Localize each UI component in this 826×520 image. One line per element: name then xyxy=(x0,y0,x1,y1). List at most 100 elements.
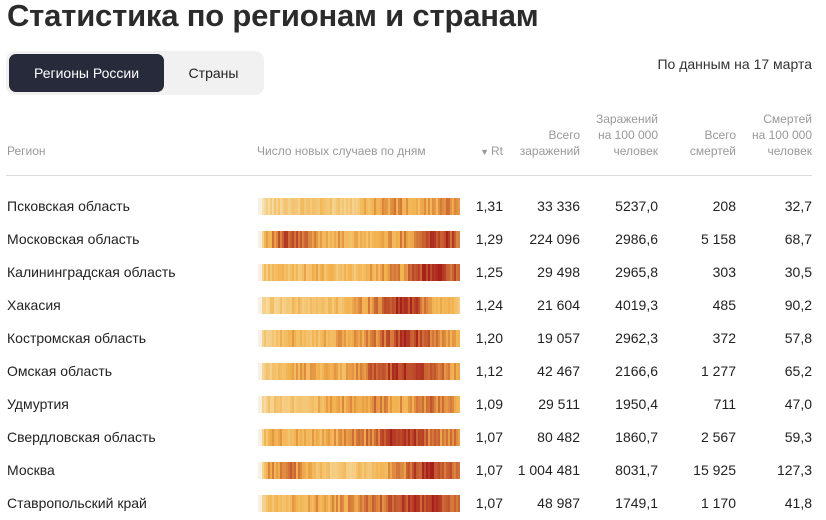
heat-cell xyxy=(398,363,401,380)
heat-cell xyxy=(266,198,269,215)
column-header-region[interactable]: Регион xyxy=(7,144,46,158)
heat-cell xyxy=(314,429,317,446)
heat-cell xyxy=(446,495,449,512)
heat-cell xyxy=(456,363,459,380)
heat-cell xyxy=(398,396,401,413)
heat-cell xyxy=(320,495,323,512)
heat-cell xyxy=(286,363,289,380)
heat-cell xyxy=(324,462,327,479)
table-row[interactable]: Московская область 1,29 224 096 2986,6 5… xyxy=(0,223,826,256)
table-row[interactable]: Свердловская область 1,07 80 482 1860,7 … xyxy=(0,421,826,454)
heat-cell xyxy=(338,264,341,281)
heat-cell xyxy=(272,297,275,314)
heat-cell xyxy=(426,495,429,512)
heat-cell xyxy=(292,330,295,347)
table-row[interactable]: Костромская область 1,20 19 057 2962,3 3… xyxy=(0,322,826,355)
heat-cell xyxy=(442,429,445,446)
heat-cell xyxy=(276,264,279,281)
column-header-deaths-per-100k[interactable]: Смертей на 100 000 человек xyxy=(752,111,812,159)
heat-cell xyxy=(436,297,439,314)
heat-cell xyxy=(304,495,307,512)
heat-cell xyxy=(356,297,359,314)
heat-cell xyxy=(382,429,385,446)
heat-cell xyxy=(358,330,361,347)
heat-cell xyxy=(262,198,265,215)
heat-cell xyxy=(284,297,287,314)
heat-cell xyxy=(382,231,385,248)
heat-cell xyxy=(428,264,431,281)
heat-cell xyxy=(364,363,367,380)
heat-cell xyxy=(428,231,431,248)
heat-cell xyxy=(266,462,269,479)
heat-cell xyxy=(350,330,353,347)
heat-cell xyxy=(390,297,393,314)
heat-cell xyxy=(378,330,381,347)
column-header-total-deaths[interactable]: Всего смертей xyxy=(690,127,736,159)
heat-cell xyxy=(318,198,321,215)
tab-countries[interactable]: Страны xyxy=(188,65,239,81)
heat-cell xyxy=(284,429,287,446)
column-header-cases-per-100k-line2: на 100 000 xyxy=(597,128,658,142)
heat-cell xyxy=(366,429,369,446)
heat-cell xyxy=(378,264,381,281)
heat-cell xyxy=(368,462,371,479)
heat-cell xyxy=(294,462,297,479)
table-row[interactable]: Удмуртия 1,09 29 511 1950,4 711 47,0 xyxy=(0,388,826,421)
heat-cell xyxy=(442,330,445,347)
column-header-cases-per-100k[interactable]: Заражений на 100 000 человек xyxy=(596,111,658,159)
table-row[interactable]: Москва 1,07 1 004 481 8031,7 15 925 127,… xyxy=(0,454,826,487)
heatbar-svg xyxy=(258,231,460,248)
heatbar-svg xyxy=(258,462,460,479)
heat-cell xyxy=(404,396,407,413)
table-row[interactable]: Ставропольский край 1,07 48 987 1749,1 1… xyxy=(0,487,826,520)
heat-cell xyxy=(304,297,307,314)
heat-cell xyxy=(440,198,443,215)
heat-cell xyxy=(352,495,355,512)
heat-cell xyxy=(296,462,299,479)
heat-cell xyxy=(262,495,265,512)
cases-per-100k-value: 1749,1 xyxy=(615,495,658,511)
table-row[interactable]: Омская область 1,12 42 467 2166,6 1 277 … xyxy=(0,355,826,388)
heat-cell xyxy=(418,363,421,380)
heat-cell xyxy=(430,462,433,479)
heat-cell xyxy=(294,297,297,314)
heat-cell xyxy=(434,429,437,446)
heat-cell xyxy=(266,429,269,446)
heat-cell xyxy=(396,462,399,479)
column-header-total-cases[interactable]: Всего заражений xyxy=(520,127,580,159)
heat-cell xyxy=(300,363,303,380)
heat-cell xyxy=(340,297,343,314)
heat-cell xyxy=(420,297,423,314)
heat-cell xyxy=(294,429,297,446)
column-header-rt[interactable]: ▼ Rt xyxy=(480,143,503,160)
heat-cell xyxy=(300,330,303,347)
heat-cell xyxy=(404,231,407,248)
rt-value: 1,09 xyxy=(475,396,503,412)
heat-cell xyxy=(308,429,311,446)
heat-cell xyxy=(276,198,279,215)
heat-cell xyxy=(442,363,445,380)
heat-cell xyxy=(366,495,369,512)
deaths-per-100k-value: 30,5 xyxy=(784,264,812,280)
table-row[interactable]: Псковская область 1,31 33 336 5237,0 208… xyxy=(0,190,826,223)
heat-cell xyxy=(390,396,393,413)
rt-value: 1,29 xyxy=(475,231,503,247)
heat-cell xyxy=(294,495,297,512)
heat-cell xyxy=(386,462,389,479)
heat-cell xyxy=(374,297,377,314)
heat-cell xyxy=(360,429,363,446)
region-name: Свердловская область xyxy=(7,429,156,445)
region-name: Удмуртия xyxy=(7,396,69,412)
heat-cell xyxy=(328,297,331,314)
heat-cell xyxy=(290,297,293,314)
heat-cell xyxy=(344,462,347,479)
heat-cell xyxy=(354,264,357,281)
heat-cell xyxy=(290,429,293,446)
heat-cell xyxy=(282,198,285,215)
heat-cell xyxy=(454,462,457,479)
tab-russia-regions[interactable]: Регионы России xyxy=(9,54,164,92)
table-row[interactable]: Хакасия 1,24 21 604 4019,3 485 90,2 xyxy=(0,289,826,322)
heat-cell xyxy=(332,297,335,314)
heat-cell xyxy=(420,462,423,479)
table-row[interactable]: Калининградская область 1,25 29 498 2965… xyxy=(0,256,826,289)
